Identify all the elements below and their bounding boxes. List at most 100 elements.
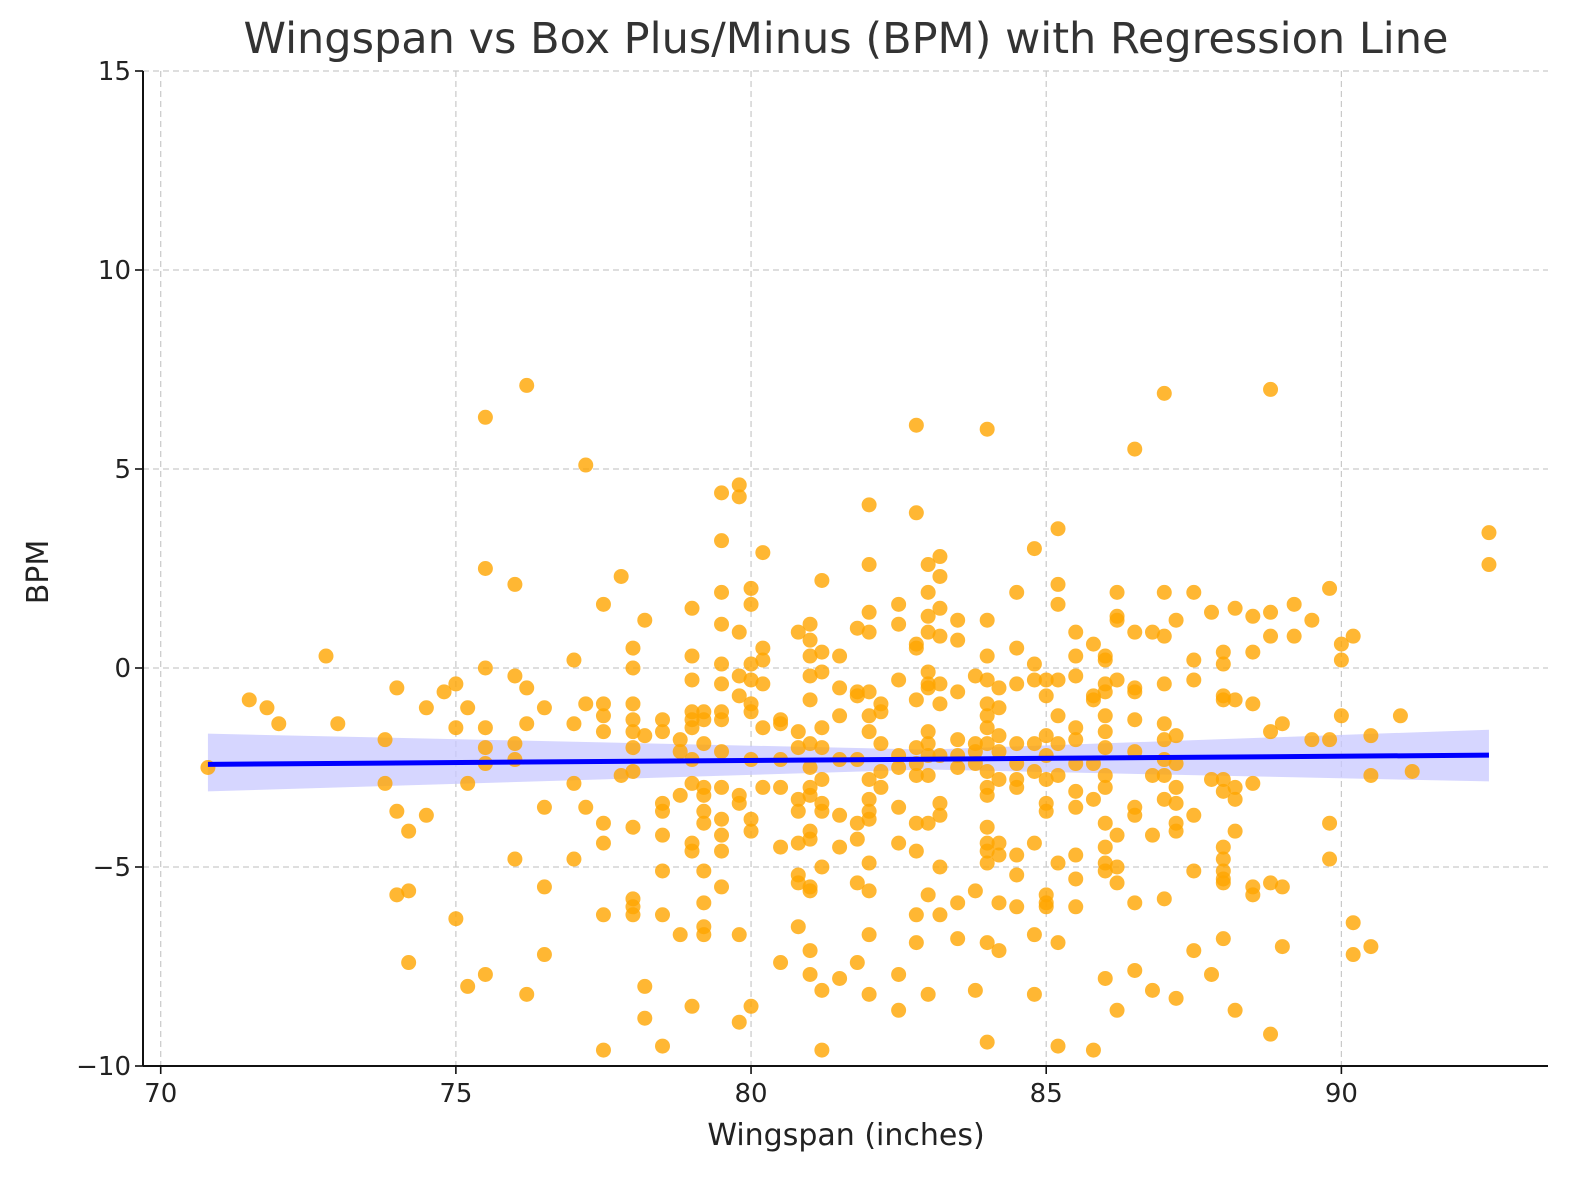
data-point [1156, 676, 1172, 692]
data-point [389, 803, 405, 819]
data-point [814, 771, 830, 787]
data-point [991, 728, 1007, 744]
data-point [802, 736, 818, 752]
data-point [1009, 584, 1025, 600]
data-point [920, 986, 936, 1002]
data-point [1168, 990, 1184, 1006]
data-point [731, 489, 747, 505]
data-point [991, 771, 1007, 787]
data-point [401, 955, 417, 971]
data-point [1068, 648, 1084, 664]
data-point [578, 799, 594, 815]
data-point [625, 740, 641, 756]
data-point [1109, 584, 1125, 600]
data-point [1215, 692, 1231, 708]
data-point [1245, 775, 1261, 791]
data-point [1215, 839, 1231, 855]
data-point [507, 752, 523, 768]
data-point [814, 982, 830, 998]
data-point [613, 767, 629, 783]
data-point [1038, 771, 1054, 787]
data-point [1204, 771, 1220, 787]
data-point [731, 688, 747, 704]
data-point [908, 505, 924, 521]
data-point [1168, 823, 1184, 839]
data-point [1363, 939, 1379, 955]
data-point [477, 966, 493, 982]
data-point [802, 632, 818, 648]
data-point [861, 791, 877, 807]
data-point [908, 692, 924, 708]
data-point [1085, 636, 1101, 652]
y-tick-label: −10 [76, 1052, 131, 1082]
data-point [684, 775, 700, 791]
data-point [891, 799, 907, 815]
data-point [849, 688, 865, 704]
data-point [979, 648, 995, 664]
data-point [1109, 672, 1125, 688]
data-point [1127, 807, 1143, 823]
data-point [1026, 763, 1042, 779]
data-point [967, 744, 983, 760]
data-point [979, 763, 995, 779]
data-point [271, 716, 287, 732]
data-point [377, 775, 393, 791]
data-point [566, 716, 582, 732]
data-point [731, 795, 747, 811]
data-point [1026, 736, 1042, 752]
data-point [790, 724, 806, 740]
data-point [507, 736, 523, 752]
scatter-points [200, 377, 1497, 1058]
data-point [1274, 716, 1290, 732]
data-point [1109, 859, 1125, 875]
data-point [1274, 879, 1290, 895]
data-point [979, 787, 995, 803]
data-point [1186, 807, 1202, 823]
data-point [1085, 692, 1101, 708]
data-point [849, 620, 865, 636]
data-point [1068, 624, 1084, 640]
data-point [1156, 891, 1172, 907]
data-point [932, 696, 948, 712]
data-point [536, 700, 552, 716]
data-point [950, 760, 966, 775]
data-point [731, 668, 747, 684]
data-point [625, 696, 641, 712]
data-point [714, 779, 730, 795]
data-point [1227, 823, 1243, 839]
data-point [932, 907, 948, 923]
data-point [318, 648, 334, 664]
data-point [1322, 732, 1338, 748]
data-point [519, 716, 535, 732]
data-point [637, 728, 653, 744]
data-point [790, 803, 806, 819]
data-point [802, 648, 818, 664]
data-point [241, 692, 257, 708]
data-point [1050, 736, 1066, 752]
data-point [932, 795, 948, 811]
data-point [1009, 736, 1025, 752]
data-point [1127, 624, 1143, 640]
data-point [1168, 612, 1184, 628]
tick-labels: 70 75 80 85 90 −10 −5 0 5 10 15 [76, 57, 1358, 1109]
data-point [908, 815, 924, 831]
data-point [536, 947, 552, 963]
data-point [714, 676, 730, 692]
data-point [861, 684, 877, 700]
data-point [477, 660, 493, 676]
data-point [932, 859, 948, 875]
y-axis-label: BPM [21, 540, 56, 605]
data-point [891, 672, 907, 688]
data-point [1363, 767, 1379, 783]
data-point [979, 819, 995, 835]
data-point [578, 457, 594, 473]
data-point [654, 863, 670, 879]
data-point [1304, 732, 1320, 748]
data-point [920, 680, 936, 696]
data-point [684, 672, 700, 688]
data-point [932, 807, 948, 823]
data-point [1038, 899, 1054, 915]
data-point [743, 998, 759, 1014]
data-point [790, 791, 806, 807]
